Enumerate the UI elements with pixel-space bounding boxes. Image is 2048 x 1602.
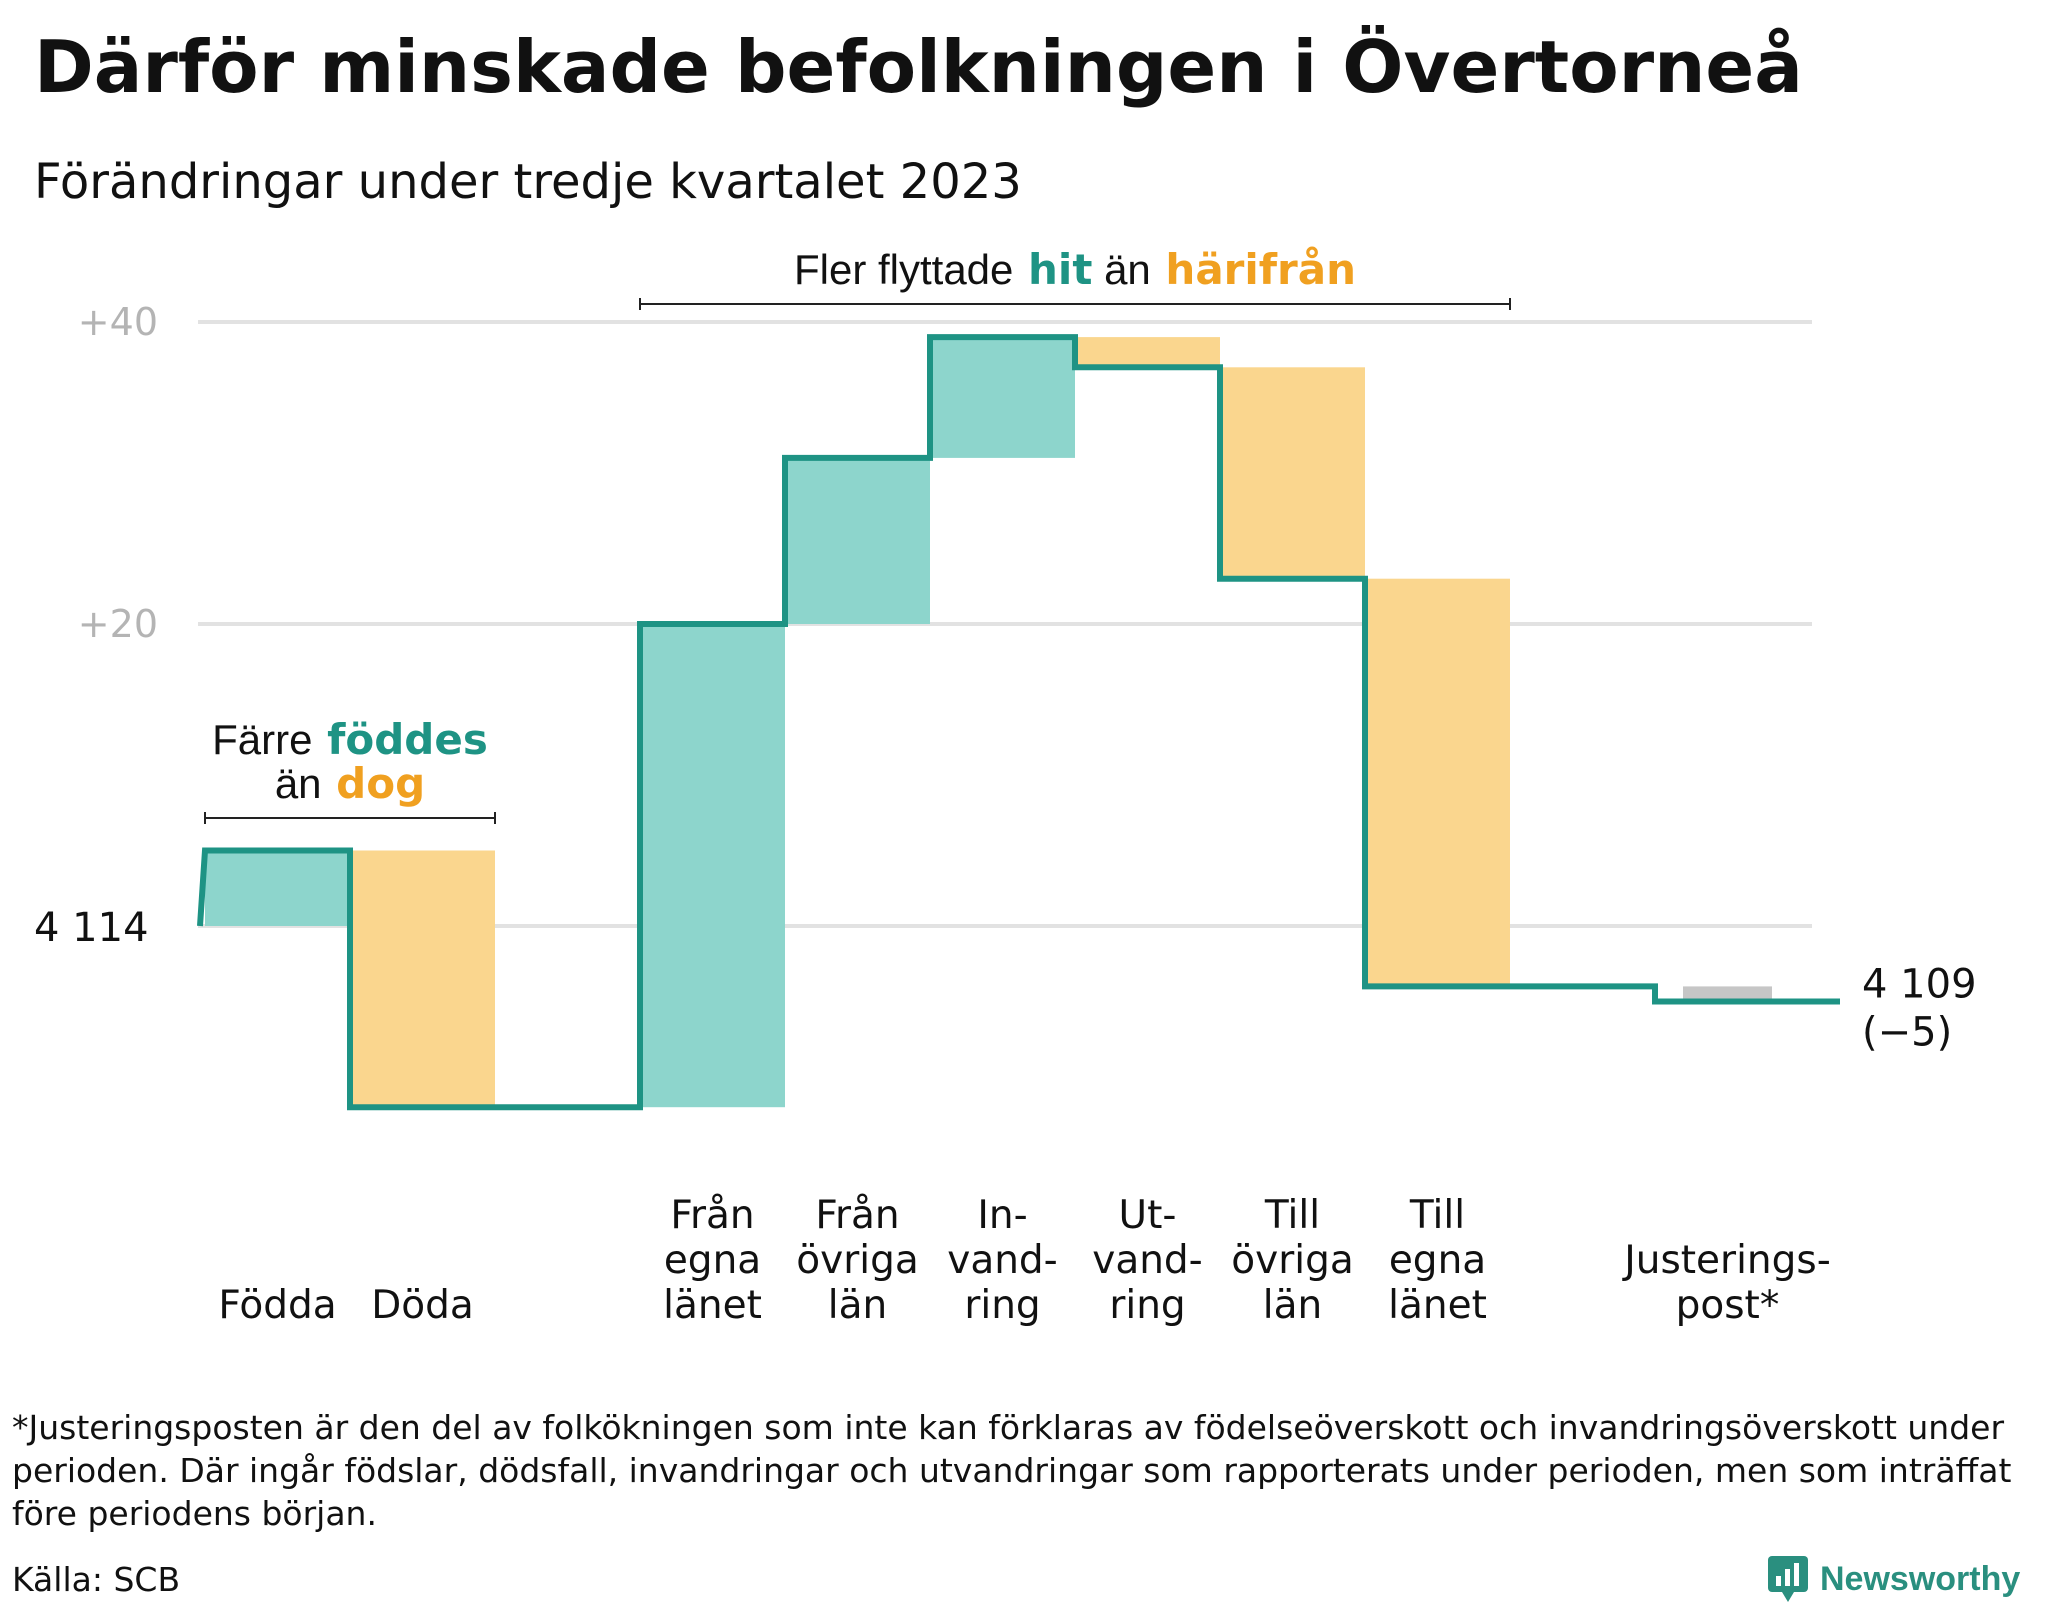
category-label: Döda <box>371 1283 474 1328</box>
end-change-label: (−5) <box>1862 1010 1952 1056</box>
category-label: post* <box>1676 1283 1780 1328</box>
step-bar <box>785 457 930 624</box>
cumulative-step-line <box>197 334 1840 1111</box>
annotation-part: härifrån <box>1151 245 1356 294</box>
category-label: vand- <box>947 1238 1058 1283</box>
category-label: Justerings- <box>1621 1238 1831 1283</box>
footnote: *Justeringsposten är den del av folkökni… <box>12 1408 2012 1533</box>
step-bar <box>205 850 350 926</box>
step-bar <box>350 850 495 1108</box>
newsworthy-logo-icon <box>1768 1556 1808 1602</box>
category-label: Till <box>1409 1193 1465 1238</box>
annotation-part: dog <box>322 759 426 808</box>
category-label: ring <box>964 1283 1040 1328</box>
step-bar <box>1220 367 1365 579</box>
y-tick-label: +20 <box>78 602 158 646</box>
annotation-part: än <box>1092 246 1150 293</box>
annotation-text: Färre föddes <box>212 715 488 764</box>
category-label: län <box>828 1283 887 1328</box>
annotation-text: Fler flyttade hit än härifrån <box>794 245 1356 294</box>
annotation-part: Färre <box>212 716 312 763</box>
step-bar <box>640 624 785 1108</box>
category-label: vand- <box>1092 1238 1203 1283</box>
y-tick-label: +40 <box>78 300 158 344</box>
category-label: övriga <box>1231 1238 1353 1283</box>
step-bar <box>930 337 1075 458</box>
step-bar <box>1683 986 1772 1002</box>
annotation-part: än <box>275 760 322 807</box>
step-bar <box>1365 578 1510 987</box>
category-label: länet <box>663 1283 762 1328</box>
category-label: Från <box>815 1193 899 1238</box>
category-label: egna <box>664 1238 761 1283</box>
category-label: egna <box>1389 1238 1486 1283</box>
category-label: länet <box>1388 1283 1487 1328</box>
category-label: Födda <box>218 1283 336 1328</box>
annotation-part: föddes <box>312 715 487 764</box>
category-label: län <box>1263 1283 1322 1328</box>
step-bar <box>1075 337 1220 368</box>
annotation-text: än dog <box>275 759 425 808</box>
category-label: ring <box>1109 1283 1185 1328</box>
end-value-label: 4 109 <box>1862 962 1977 1008</box>
source-text: Källa: SCB <box>12 1560 181 1599</box>
brand-name: Newsworthy <box>1820 1559 2021 1598</box>
brand: Newsworthy <box>1768 1556 2020 1602</box>
annotation-part: Fler flyttade <box>794 246 1013 293</box>
category-label: Till <box>1264 1193 1320 1238</box>
baseline-label: 4 114 <box>34 905 149 951</box>
page-subtitle: Förändringar under tredje kvartalet 2023 <box>34 154 1022 210</box>
page-title: Därför minskade befolkningen i Övertorne… <box>34 25 1803 109</box>
annotation-part: hit <box>1013 245 1092 294</box>
category-label: Ut- <box>1119 1193 1177 1238</box>
category-label: övriga <box>796 1238 918 1283</box>
category-label: Från <box>670 1193 754 1238</box>
category-label: In- <box>977 1193 1027 1238</box>
